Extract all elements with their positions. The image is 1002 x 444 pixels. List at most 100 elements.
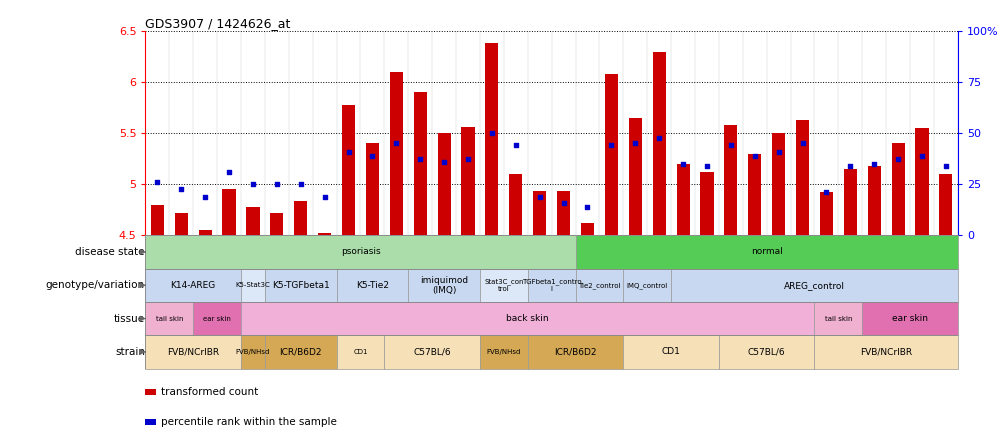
Bar xyxy=(366,143,379,235)
Point xyxy=(746,152,763,159)
Point xyxy=(244,181,261,188)
Bar xyxy=(509,174,522,235)
Bar xyxy=(867,166,880,235)
Point xyxy=(698,163,714,170)
Bar xyxy=(384,335,480,369)
Point xyxy=(842,163,858,170)
Bar xyxy=(556,191,569,235)
Text: tail skin: tail skin xyxy=(824,316,852,321)
Bar xyxy=(174,213,187,235)
Bar xyxy=(193,302,240,335)
Text: FVB/NHsd: FVB/NHsd xyxy=(486,349,520,355)
Bar xyxy=(145,235,575,269)
Bar xyxy=(915,128,928,235)
Bar xyxy=(145,419,156,424)
Point xyxy=(412,155,428,163)
Bar xyxy=(337,335,384,369)
Text: IMQ_control: IMQ_control xyxy=(626,282,667,289)
Bar xyxy=(294,201,307,235)
Text: TGFbeta1_contro
l: TGFbeta1_contro l xyxy=(521,278,581,292)
Text: transformed count: transformed count xyxy=(161,387,259,397)
Point xyxy=(722,142,738,149)
Point xyxy=(173,186,189,193)
Point xyxy=(197,193,213,200)
Text: back skin: back skin xyxy=(506,314,548,323)
Bar xyxy=(461,127,474,235)
Text: K5-Tie2: K5-Tie2 xyxy=(356,281,389,290)
Bar xyxy=(723,125,736,235)
Text: disease state: disease state xyxy=(75,247,145,257)
Bar xyxy=(939,174,952,235)
Bar xyxy=(480,335,527,369)
Text: FVB/NHsd: FVB/NHsd xyxy=(235,349,270,355)
Point xyxy=(794,140,810,147)
Point xyxy=(626,140,642,147)
Text: Tie2_control: Tie2_control xyxy=(577,282,620,289)
Bar xyxy=(337,269,408,302)
Point xyxy=(650,135,666,142)
Bar xyxy=(533,191,546,235)
Bar xyxy=(862,302,957,335)
Bar xyxy=(222,190,235,235)
Text: K5-TGFbeta1: K5-TGFbeta1 xyxy=(272,281,330,290)
Text: AREG_control: AREG_control xyxy=(784,281,844,290)
Point xyxy=(770,148,786,155)
Point xyxy=(269,181,285,188)
Bar xyxy=(796,120,809,235)
Point xyxy=(220,168,236,175)
Bar xyxy=(843,169,856,235)
Bar xyxy=(622,335,718,369)
Bar xyxy=(408,269,480,302)
Bar xyxy=(246,207,260,235)
Bar xyxy=(198,230,211,235)
Point xyxy=(149,178,165,186)
Text: tissue: tissue xyxy=(113,313,145,324)
Bar xyxy=(575,269,622,302)
Text: C57BL/6: C57BL/6 xyxy=(747,347,785,357)
Point xyxy=(483,130,499,137)
Bar xyxy=(145,335,957,369)
Bar xyxy=(240,269,265,302)
Bar xyxy=(145,335,240,369)
Bar xyxy=(318,233,331,235)
Point xyxy=(436,158,452,165)
Bar xyxy=(814,335,957,369)
Bar xyxy=(670,269,957,302)
Bar xyxy=(604,74,617,235)
Bar xyxy=(772,133,785,235)
Text: strain: strain xyxy=(115,347,145,357)
Bar xyxy=(747,154,761,235)
Point xyxy=(913,152,929,159)
Text: ICR/B6D2: ICR/B6D2 xyxy=(554,347,596,357)
Text: normal: normal xyxy=(750,247,782,257)
Bar xyxy=(652,52,665,235)
Point xyxy=(866,160,882,167)
Text: psoriasis: psoriasis xyxy=(341,247,380,257)
Bar xyxy=(145,302,957,335)
Point xyxy=(818,189,834,196)
Bar xyxy=(437,133,450,235)
Bar xyxy=(145,269,957,302)
Bar xyxy=(718,335,814,369)
Text: percentile rank within the sample: percentile rank within the sample xyxy=(161,417,337,427)
Point xyxy=(579,203,595,210)
Bar xyxy=(240,302,814,335)
Text: C57BL/6: C57BL/6 xyxy=(413,347,451,357)
Text: K14-AREG: K14-AREG xyxy=(170,281,215,290)
Bar xyxy=(819,192,833,235)
Point xyxy=(341,148,357,155)
Text: ICR/B6D2: ICR/B6D2 xyxy=(280,347,322,357)
Bar xyxy=(622,269,670,302)
Text: ear skin: ear skin xyxy=(203,316,230,321)
Bar xyxy=(480,269,527,302)
Point xyxy=(293,181,309,188)
Text: CD1: CD1 xyxy=(661,347,680,357)
Text: CD1: CD1 xyxy=(353,349,368,355)
Bar xyxy=(527,335,622,369)
Bar xyxy=(265,269,337,302)
Bar xyxy=(145,269,240,302)
Bar xyxy=(580,223,593,235)
Bar xyxy=(145,302,193,335)
Text: ear skin: ear skin xyxy=(891,314,927,323)
Point xyxy=(531,193,547,200)
